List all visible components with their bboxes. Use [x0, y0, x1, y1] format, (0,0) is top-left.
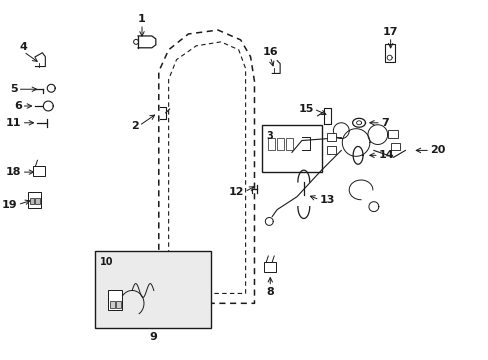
Bar	[285, 138, 292, 150]
Text: 11: 11	[6, 118, 21, 128]
Text: 3: 3	[266, 131, 272, 141]
Bar	[116, 301, 121, 308]
Bar	[36, 198, 41, 204]
Bar	[326, 132, 336, 140]
Text: 19: 19	[2, 200, 18, 210]
Text: 6: 6	[14, 101, 21, 111]
Text: 12: 12	[229, 187, 244, 197]
Text: 14: 14	[378, 150, 394, 160]
Bar	[326, 147, 336, 154]
Bar	[27, 192, 41, 208]
Bar	[95, 251, 211, 328]
Text: 13: 13	[319, 195, 334, 205]
Text: 17: 17	[382, 27, 398, 37]
Text: 9: 9	[149, 332, 157, 342]
Bar	[268, 138, 275, 150]
Text: 10: 10	[100, 257, 113, 267]
Text: 4: 4	[20, 42, 27, 52]
Text: 1: 1	[138, 14, 145, 24]
Bar	[110, 301, 115, 308]
Bar	[108, 291, 122, 310]
Text: 18: 18	[6, 167, 21, 177]
Text: 20: 20	[429, 145, 445, 156]
Text: 8: 8	[266, 287, 274, 297]
Text: 2: 2	[131, 121, 139, 131]
Text: 5: 5	[10, 84, 18, 94]
Bar	[33, 166, 45, 176]
Bar	[387, 130, 397, 138]
Bar	[29, 198, 34, 204]
Bar	[264, 262, 276, 272]
Text: 15: 15	[298, 104, 313, 114]
Text: 16: 16	[262, 47, 278, 57]
Text: 7: 7	[380, 118, 388, 128]
Bar	[384, 44, 394, 62]
Bar	[262, 125, 321, 172]
Bar	[277, 138, 284, 150]
Bar	[390, 143, 400, 150]
